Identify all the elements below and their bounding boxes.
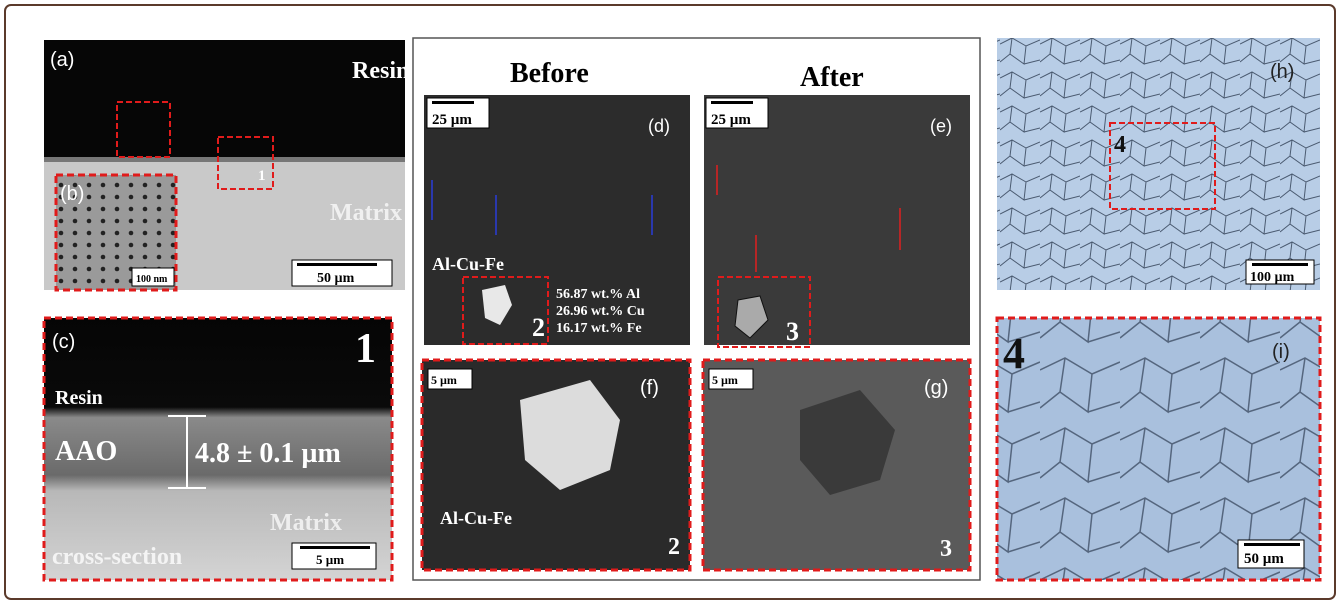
scale-bar: 5 µm [316, 552, 344, 567]
label: cross-section [52, 544, 182, 570]
panel-label: (g) [924, 377, 948, 399]
panel-label: (e) [930, 116, 952, 136]
scale-bar: 100 nm [136, 274, 168, 285]
label: AAO [55, 436, 117, 467]
panel-label: (d) [648, 116, 670, 136]
heading: After [800, 62, 864, 93]
panel-label: (c) [52, 331, 75, 353]
label: 2 [668, 534, 680, 560]
label: 1 [355, 326, 376, 372]
label: 4.8 ± 0.1 µm [195, 438, 341, 469]
panel-label: (i) [1272, 341, 1290, 363]
scale-bar: 5 µm [431, 373, 457, 387]
panel-h: 4 (h) 100 µm [997, 38, 1320, 290]
label: Resin [55, 387, 103, 409]
scale-bar: 5 µm [712, 373, 738, 387]
panel-i: 4 (i) 50 µm [997, 318, 1320, 580]
label: Al-Cu-Fe [432, 254, 504, 274]
composition: 16.17 wt.% Fe [556, 321, 642, 336]
label: 3 [786, 317, 799, 346]
scale-bar: 50 µm [317, 271, 355, 286]
figure: (a) Resin Matrix 1 50 µm (b) 100 nm (c) … [0, 0, 1340, 606]
panel-label: (a) [50, 49, 74, 71]
label: 1 [258, 168, 266, 184]
scale-bar: 100 µm [1250, 270, 1295, 285]
label: 4 [1003, 329, 1025, 378]
scale-bar: 25 µm [432, 112, 472, 128]
label: Matrix [330, 200, 402, 226]
panel-label: (f) [640, 377, 659, 399]
label: Resin [352, 58, 409, 84]
panel-label: (h) [1270, 61, 1294, 83]
composition: 26.96 wt.% Cu [556, 304, 645, 319]
panel-label: (b) [60, 183, 84, 205]
heading: Before [510, 58, 589, 89]
panel-a: (a) Resin Matrix 1 50 µm (b) 100 nm [44, 40, 409, 290]
scale-bar: 25 µm [711, 112, 751, 128]
scale-bar: 50 µm [1244, 551, 1284, 567]
panel-c: (c) 1 Resin AAO 4.8 ± 0.1 µm Matrix cros… [44, 318, 392, 580]
label: 3 [940, 536, 952, 562]
label: 4 [1114, 132, 1126, 158]
label: Matrix [270, 510, 342, 536]
label: 2 [532, 313, 545, 342]
label: Al-Cu-Fe [440, 508, 512, 528]
composition: 56.87 wt.% Al [556, 287, 640, 302]
